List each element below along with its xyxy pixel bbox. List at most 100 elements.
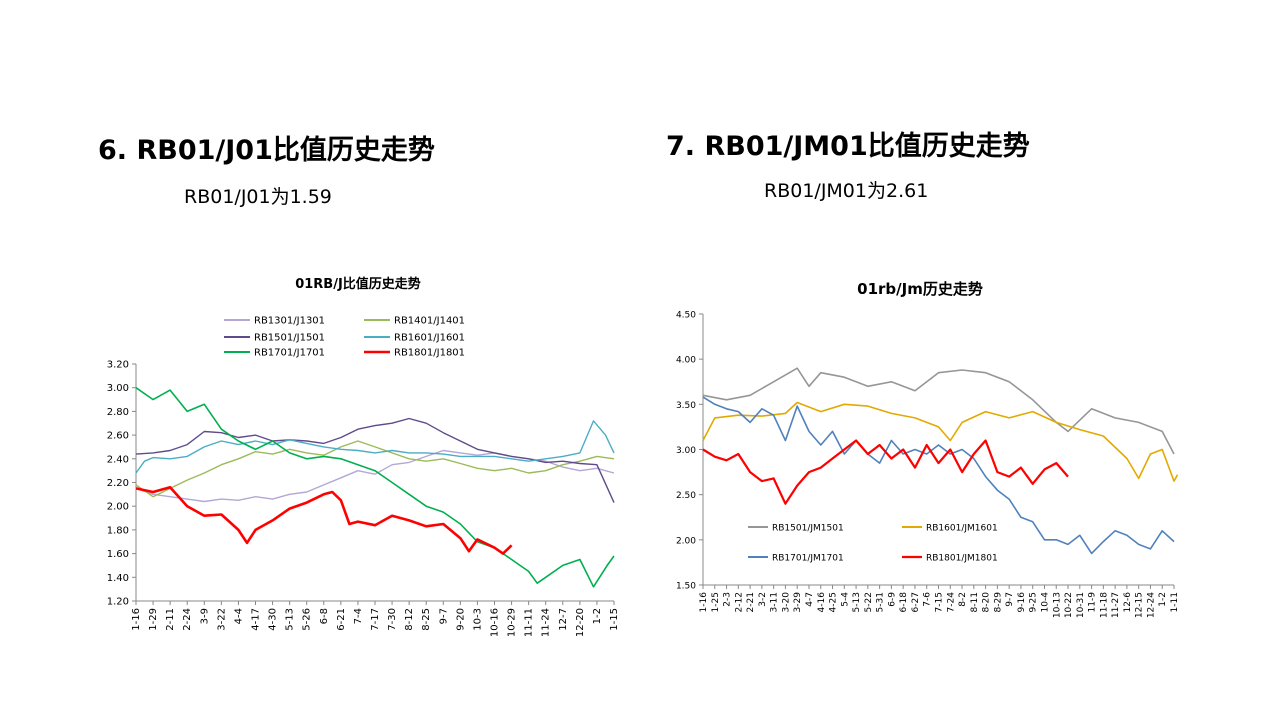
- x-tick-label: 11-27: [1111, 592, 1121, 618]
- x-tick-label: 4-17: [251, 608, 262, 631]
- x-tick-label: 7-24: [946, 592, 956, 613]
- y-tick-label: 3.50: [676, 401, 696, 411]
- left-subheading: RB01/J01为1.59: [184, 186, 332, 208]
- x-tick-label: 12-7: [558, 608, 569, 631]
- x-tick-label: 5-31: [876, 592, 886, 612]
- x-tick-label: 12-24: [1146, 592, 1156, 618]
- series-line-rb1801-jm1801: [702, 439, 1069, 505]
- x-tick-label: 8-20: [982, 592, 992, 613]
- x-tick-label: 12-15: [1135, 592, 1145, 618]
- x-tick-label: 1-16: [699, 592, 709, 613]
- x-tick-label: 8-11: [970, 592, 980, 612]
- x-tick-label: 3-11: [770, 592, 780, 612]
- y-tick-label: 2.40: [107, 454, 129, 465]
- x-tick-label: 4-4: [233, 608, 244, 624]
- right-heading: 7. RB01/JM01比值历史走势: [666, 131, 1030, 162]
- x-tick-label: 1-2: [592, 608, 603, 624]
- x-tick-label: 11-24: [541, 608, 552, 637]
- x-tick-label: 2-12: [734, 592, 744, 612]
- x-tick-label: 9-16: [1017, 592, 1027, 613]
- series-line-rb1701-jm1701: [702, 396, 1175, 555]
- x-tick-label: 7-15: [935, 592, 945, 612]
- x-tick-label: 11-9: [1088, 592, 1098, 613]
- y-tick-label: 1.20: [107, 597, 129, 608]
- series-line-rb1601-jm1601: [702, 401, 1179, 482]
- x-tick-label: 5-4: [840, 592, 850, 607]
- legend-label-rb1701-jm1701: RB1701/JM1701: [772, 554, 844, 564]
- x-tick-label: 1-11: [1170, 592, 1180, 612]
- legend-label-rb1601-jm1601: RB1601/JM1601: [926, 524, 998, 534]
- y-tick-label: 2.20: [107, 478, 129, 489]
- x-tick-label: 2-24: [182, 608, 193, 631]
- x-tick-label: 10-31: [1076, 592, 1086, 618]
- x-tick-label: 5-13: [285, 608, 296, 631]
- x-tick-label: 4-16: [817, 592, 827, 613]
- legend-label-rb1801-jm1801: RB1801/JM1801: [926, 554, 998, 564]
- x-tick-label: 10-16: [490, 608, 501, 637]
- series-line-rb1701-j1701: [135, 387, 615, 588]
- legend-label-rb1801-j1801: RB1801/J1801: [394, 348, 465, 359]
- y-tick-label: 3.20: [107, 360, 129, 371]
- x-tick-label: 10-3: [472, 608, 483, 631]
- x-tick-label: 1-16: [131, 608, 142, 631]
- x-tick-label: 5-13: [852, 592, 862, 612]
- x-tick-label: 3-20: [781, 592, 791, 613]
- x-tick-label: 8-12: [404, 608, 415, 631]
- x-tick-label: 10-22: [1064, 592, 1074, 618]
- x-tick-label: 4-25: [829, 592, 839, 612]
- y-tick-label: 1.80: [107, 525, 129, 536]
- x-tick-label: 8-29: [993, 592, 1003, 613]
- x-tick-label: 3-2: [758, 592, 768, 607]
- series-line-rb1801-j1801: [135, 485, 513, 555]
- x-tick-label: 6-9: [887, 592, 897, 607]
- x-tick-label: 12-20: [575, 608, 586, 637]
- x-tick-label: 7-30: [387, 608, 398, 631]
- series-line-rb1501-jm1501: [702, 367, 1175, 455]
- series-line-rb1401-j1401: [135, 440, 615, 498]
- y-tick-label: 1.40: [107, 573, 129, 584]
- legend-label-rb1501-jm1501: RB1501/JM1501: [772, 524, 844, 534]
- series-line-rb1601-j1601: [135, 420, 615, 474]
- x-tick-label: 7-17: [370, 608, 381, 631]
- x-tick-label: 12-6: [1123, 592, 1133, 613]
- ratio-chart-rb-j: 01RB/J比值历史走势 1.20 1.40 1.60 1.80 2.00 2.20 2.40…: [107, 276, 620, 637]
- y-tick-label: 4.50: [676, 311, 696, 321]
- series-line-rb1301-j1301: [135, 449, 615, 503]
- y-tick-label: 4.00: [676, 356, 696, 366]
- legend-label-rb1501-j1501: RB1501/J1501: [254, 333, 325, 344]
- y-tick-label: 3.00: [107, 383, 129, 394]
- x-tick-label: 2-11: [165, 608, 176, 631]
- x-tick-label: 5-26: [302, 608, 313, 631]
- x-tick-label: 3-29: [793, 592, 803, 613]
- x-tick-label: 3-9: [199, 608, 210, 624]
- legend-label-rb1601-j1601: RB1601/J1601: [394, 333, 465, 344]
- x-tick-label: 1-29: [148, 608, 159, 631]
- y-tick-label: 2.60: [107, 431, 129, 442]
- x-tick-label: 2-3: [723, 592, 733, 607]
- y-tick-label: 2.80: [107, 407, 129, 418]
- x-tick-label: 6-27: [911, 592, 921, 612]
- left-heading: 6. RB01/J01比值历史走势: [98, 135, 435, 166]
- x-tick-label: 9-20: [455, 608, 466, 631]
- x-tick-label: 9-7: [1005, 592, 1015, 607]
- x-tick-label: 6-8: [319, 608, 330, 624]
- y-tick-label: 2.50: [676, 491, 696, 501]
- x-tick-label: 1-15: [609, 608, 620, 631]
- y-tick-label: 3.00: [676, 446, 696, 456]
- x-tick-label: 11-18: [1099, 592, 1109, 618]
- x-tick-label: 6-21: [336, 608, 347, 631]
- x-tick-label: 10-13: [1052, 592, 1062, 618]
- x-tick-label: 10-29: [507, 608, 518, 637]
- x-tick-label: 10-4: [1040, 592, 1050, 613]
- chart-title: 01rb/Jm历史走势: [857, 280, 983, 298]
- x-tick-label: 1-2: [1158, 592, 1168, 607]
- x-tick-label: 9-25: [1029, 592, 1039, 612]
- x-tick-label: 7-4: [353, 608, 364, 624]
- legend-label-rb1401-j1401: RB1401/J1401: [394, 316, 465, 327]
- x-tick-label: 1-25: [711, 592, 721, 612]
- x-tick-label: 2-21: [746, 592, 756, 612]
- x-tick-label: 7-6: [923, 592, 933, 607]
- y-tick-label: 1.60: [107, 549, 129, 560]
- x-tick-label: 5-22: [864, 592, 874, 612]
- x-tick-label: 8-2: [958, 592, 968, 607]
